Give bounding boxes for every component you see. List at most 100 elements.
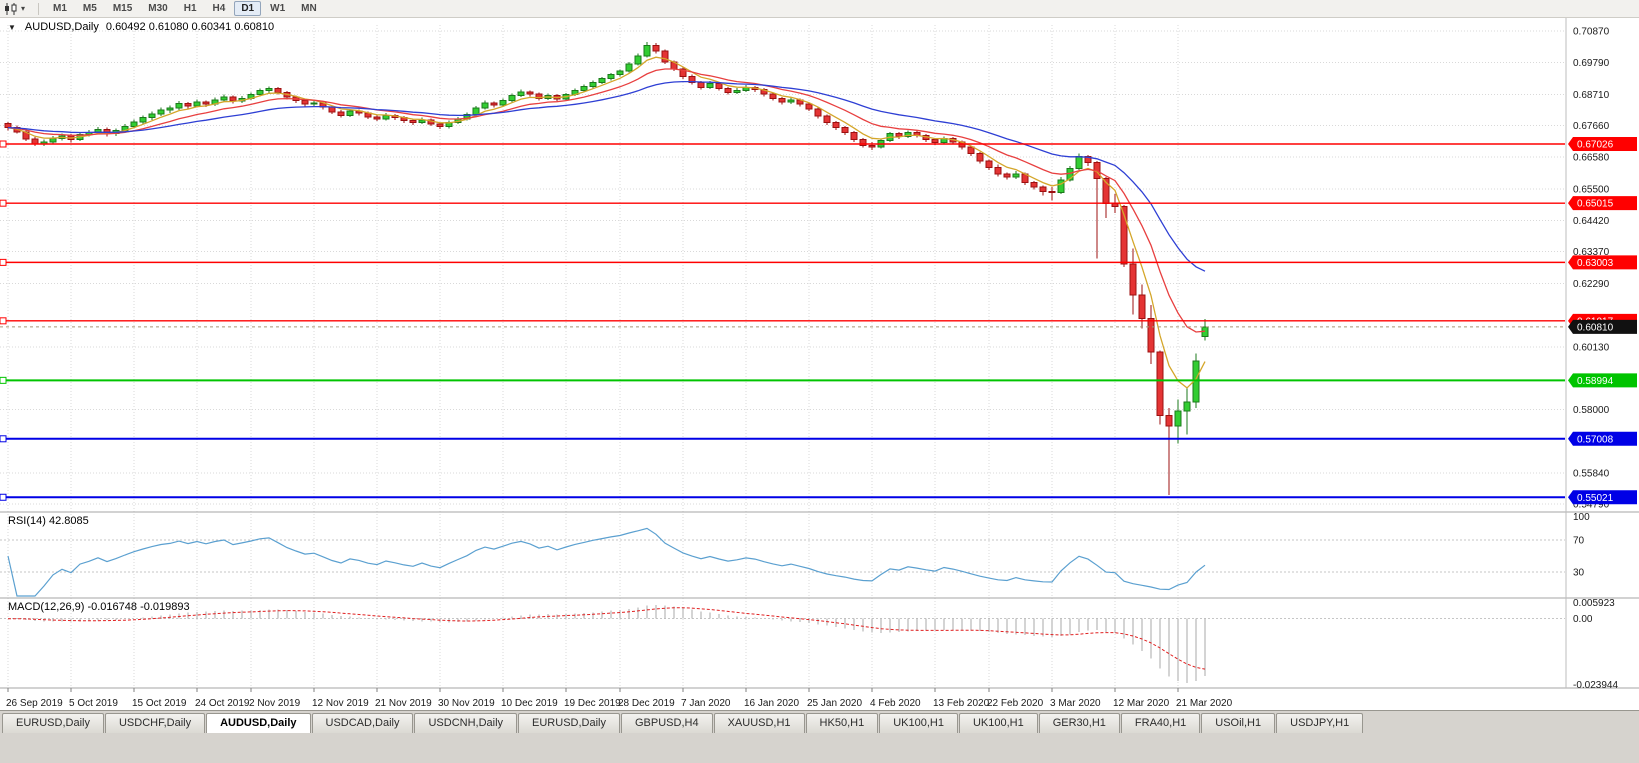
indicator-axis: 100 70 30 0.005923 0.00 -0.023944: [1573, 512, 1618, 691]
svg-text:0.00: 0.00: [1573, 614, 1593, 625]
chart-tab-gbpusd-h4[interactable]: GBPUSD,H4: [621, 713, 713, 733]
dropdown-caret-icon[interactable]: ▾: [21, 4, 26, 13]
svg-text:-0.023944: -0.023944: [1573, 680, 1618, 691]
date-label: 21 Nov 2019: [375, 698, 432, 709]
rsi-indicator-label: RSI(14) 42.8085: [8, 515, 89, 527]
timeframe-toolbar: ▾ M1 M5 M15 M30 H1 H4 D1 W1 MN: [0, 0, 1639, 18]
price-tick-label: 0.54790: [1573, 500, 1610, 511]
price-tick-label: 0.60130: [1573, 342, 1610, 353]
svg-text:100: 100: [1573, 512, 1590, 523]
price-badge-0.55021: 0.55021: [1568, 490, 1637, 505]
date-label: 15 Oct 2019: [132, 698, 187, 709]
horizontal-line-objects: [0, 140, 1565, 501]
date-label: 21 Mar 2020: [1176, 698, 1233, 709]
chart-tab-fra40-h1[interactable]: FRA40,H1: [1120, 713, 1201, 733]
chart-tab-usdcnh-daily[interactable]: USDCNH,Daily: [414, 713, 518, 733]
chart-tab-uk100-h1[interactable]: UK100,H1: [879, 713, 958, 733]
hline-handle: [0, 493, 7, 501]
collapse-icon[interactable]: ▼: [8, 22, 16, 32]
svg-text:0.57008: 0.57008: [1577, 434, 1614, 445]
panel-separators: [0, 18, 1639, 689]
date-label: 22 Feb 2020: [987, 698, 1044, 709]
ma-medium-line: [7, 68, 1206, 333]
date-label: 4 Feb 2020: [870, 698, 921, 709]
timeframe-button-h4[interactable]: H4: [212, 3, 226, 14]
symbol-timeframe-label: AUDUSD,Daily: [24, 21, 99, 33]
date-label: 25 Jan 2020: [807, 698, 862, 709]
price-tick-label: 0.55840: [1573, 469, 1610, 480]
svg-text:0.63003: 0.63003: [1577, 258, 1614, 269]
svg-text:0.65015: 0.65015: [1577, 199, 1614, 210]
svg-text:30: 30: [1573, 568, 1585, 579]
chart-tab-uk100-h1[interactable]: UK100,H1: [958, 713, 1038, 733]
price-tick-label: 0.62290: [1573, 279, 1610, 290]
chart-tab-usoil-h1[interactable]: USOil,H1: [1201, 713, 1276, 733]
price-chart-canvas[interactable]: 0.70870 0.69790 0.68710 0.67660 0.66580 0.655…: [0, 18, 1639, 710]
chart-grid: [0, 25, 1565, 688]
moving-averages: [7, 56, 1206, 389]
hline-handle: [0, 435, 7, 443]
svg-text:0.67026: 0.67026: [1577, 139, 1614, 150]
date-label: 10 Dec 2019: [501, 698, 558, 709]
price-badge-0.65015: 0.65015: [1568, 196, 1637, 211]
chart-tab-usdcad-daily[interactable]: USDCAD,Daily: [311, 713, 414, 733]
svg-text:0.005923: 0.005923: [1573, 598, 1615, 609]
date-label: 2 Nov 2019: [249, 698, 301, 709]
timeframe-button-d1[interactable]: D1: [234, 1, 262, 16]
price-tick-label: 0.58000: [1573, 405, 1610, 416]
timeframe-button-m15[interactable]: M15: [112, 3, 133, 14]
hline-handle: [0, 140, 7, 148]
macd-indicator-label: MACD(12,26,9) -0.016748 -0.019893: [8, 601, 190, 613]
chart-tab-xauusd-h1[interactable]: XAUUSD,H1: [713, 713, 805, 733]
price-tick-label: 0.66580: [1573, 153, 1610, 164]
timeframe-button-m30[interactable]: M30: [148, 3, 168, 14]
price-badge-0.67026: 0.67026: [1568, 136, 1637, 151]
price-badge-0.60810: 0.60810: [1568, 319, 1637, 334]
rsi-label-text: RSI(14) 42.8085: [8, 515, 89, 527]
chart-area: 0.70870 0.69790 0.68710 0.67660 0.66580 0.655…: [0, 18, 1639, 710]
hline-handle: [0, 199, 7, 207]
price-tick-label: 0.68710: [1573, 90, 1610, 101]
ma-slow-line: [7, 80, 1206, 272]
chart-tab-audusd-daily[interactable]: AUDUSD,Daily: [206, 713, 311, 733]
hline-handle: [0, 258, 7, 266]
chart-tab-ger30-h1[interactable]: GER30,H1: [1038, 713, 1120, 733]
chart-tabbar: EURUSD,Daily USDCHF,Daily AUDUSD,Daily USDC…: [0, 710, 1639, 763]
price-tick-label: 0.67660: [1573, 121, 1610, 132]
macd-label-text: MACD(12,26,9) -0.016748 -0.019893: [8, 601, 190, 613]
price-badge-0.58994: 0.58994: [1568, 373, 1637, 388]
timeframe-button-m5[interactable]: M5: [82, 3, 97, 14]
price-badge-0.57008: 0.57008: [1568, 431, 1637, 446]
date-label: 24 Oct 2019: [195, 698, 250, 709]
date-label: 7 Jan 2020: [681, 698, 731, 709]
macd-plot: [8, 604, 1206, 684]
price-tick-label: 0.70870: [1573, 26, 1610, 37]
chart-tab-usdjpy-h1[interactable]: USDJPY,H1: [1276, 713, 1364, 733]
hline-handle: [0, 376, 7, 384]
price-axis: 0.70870 0.69790 0.68710 0.67660 0.66580 0.655…: [1573, 26, 1610, 510]
date-label: 26 Sep 2019: [6, 698, 63, 709]
chart-title: ▼ AUDUSD,Daily 0.60492 0.61080 0.60341 0…: [8, 21, 274, 33]
date-label: 28 Dec 2019: [618, 698, 675, 709]
date-label: 16 Jan 2020: [744, 698, 799, 709]
chart-type-icon[interactable]: [4, 2, 18, 15]
date-label: 19 Dec 2019: [564, 698, 621, 709]
chart-tab-eurusd-daily[interactable]: EURUSD,Daily: [2, 713, 104, 733]
timeframe-button-w1[interactable]: W1: [270, 3, 286, 14]
timeframe-button-h1[interactable]: H1: [183, 3, 197, 14]
price-badge-0.63003: 0.63003: [1568, 255, 1637, 270]
timeframe-buttons: M1 M5 M15 M30 H1 H4 D1 W1 MN: [46, 1, 324, 16]
chart-tab-hk50-h1[interactable]: HK50,H1: [805, 713, 879, 733]
price-tick-label: 0.69790: [1573, 58, 1610, 69]
timeframe-button-m1[interactable]: M1: [53, 3, 67, 14]
chart-tab-usdchf-daily[interactable]: USDCHF,Daily: [104, 713, 206, 733]
chart-tab-eurusd-daily[interactable]: EURUSD,Daily: [518, 713, 620, 733]
date-label: 12 Mar 2020: [1113, 698, 1170, 709]
svg-text:0.60810: 0.60810: [1577, 322, 1614, 333]
date-label: 5 Oct 2019: [69, 698, 118, 709]
timeframe-button-mn[interactable]: MN: [301, 3, 317, 14]
price-tick-label: 0.64420: [1573, 216, 1610, 227]
rsi-line: [7, 527, 1206, 597]
price-tick-label: 0.63370: [1573, 247, 1610, 258]
svg-text:0.55021: 0.55021: [1577, 493, 1614, 504]
